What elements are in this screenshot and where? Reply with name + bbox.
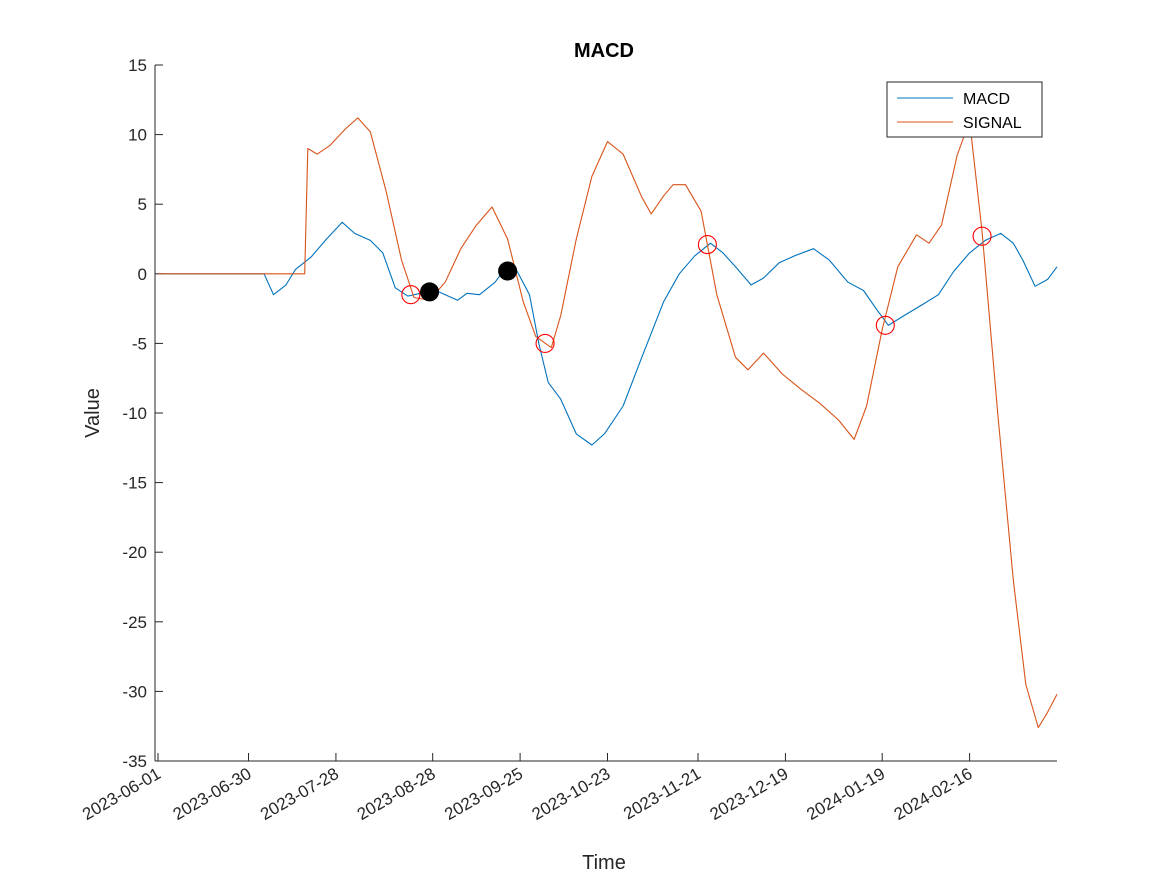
y-tick-label: 10 — [128, 126, 147, 145]
chart-title: MACD — [574, 40, 634, 62]
crossover-marker-filled — [498, 261, 518, 281]
crossover-marker-open — [401, 285, 421, 305]
crossover-marker-filled — [420, 282, 440, 302]
y-tick-label: -20 — [122, 543, 147, 562]
x-tick-label: 2023-07-28 — [257, 764, 342, 824]
crossover-marker-open — [535, 333, 555, 353]
x-tick-label: 2024-02-16 — [891, 764, 976, 824]
y-tick-label: -25 — [122, 613, 147, 632]
x-tick-label: 2023-09-25 — [441, 764, 526, 824]
y-tick-label: 0 — [138, 265, 147, 284]
legend: MACD SIGNAL — [886, 81, 1043, 138]
legend-label-macd: MACD — [963, 91, 1010, 108]
crossover-marker-open — [972, 226, 992, 246]
y-tick-label: -10 — [122, 404, 147, 423]
series-layer — [158, 117, 1058, 729]
y-tick-label: -35 — [122, 752, 147, 771]
marker-layer — [401, 226, 992, 353]
plot-area — [155, 65, 1057, 761]
x-tick-label: 2023-08-28 — [354, 764, 439, 824]
x-tick-label: 2024-01-19 — [803, 764, 888, 824]
y-tick-label: -15 — [122, 474, 147, 493]
x-tick-label: 2023-12-19 — [707, 764, 792, 824]
y-tick-label: 5 — [138, 195, 147, 214]
x-tick-label: 2023-10-23 — [529, 764, 614, 824]
y-axis-title: Value — [82, 388, 104, 438]
y-tick-label: -5 — [132, 334, 147, 353]
legend-box — [886, 81, 1043, 138]
x-tick-label: 2023-06-30 — [170, 764, 255, 824]
y-tick-label: 15 — [128, 56, 147, 75]
y-tick-label: -30 — [122, 682, 147, 701]
legend-label-signal: SIGNAL — [963, 115, 1022, 132]
x-tick-label: 2023-06-01 — [79, 764, 164, 824]
series-line-signal — [158, 117, 1058, 729]
x-tick-label: 2023-11-21 — [620, 764, 704, 823]
crossover-marker-open — [875, 315, 895, 335]
crossover-marker-open — [697, 235, 717, 255]
x-axis-title: Time — [582, 852, 626, 874]
series-line-macd — [158, 221, 1058, 446]
